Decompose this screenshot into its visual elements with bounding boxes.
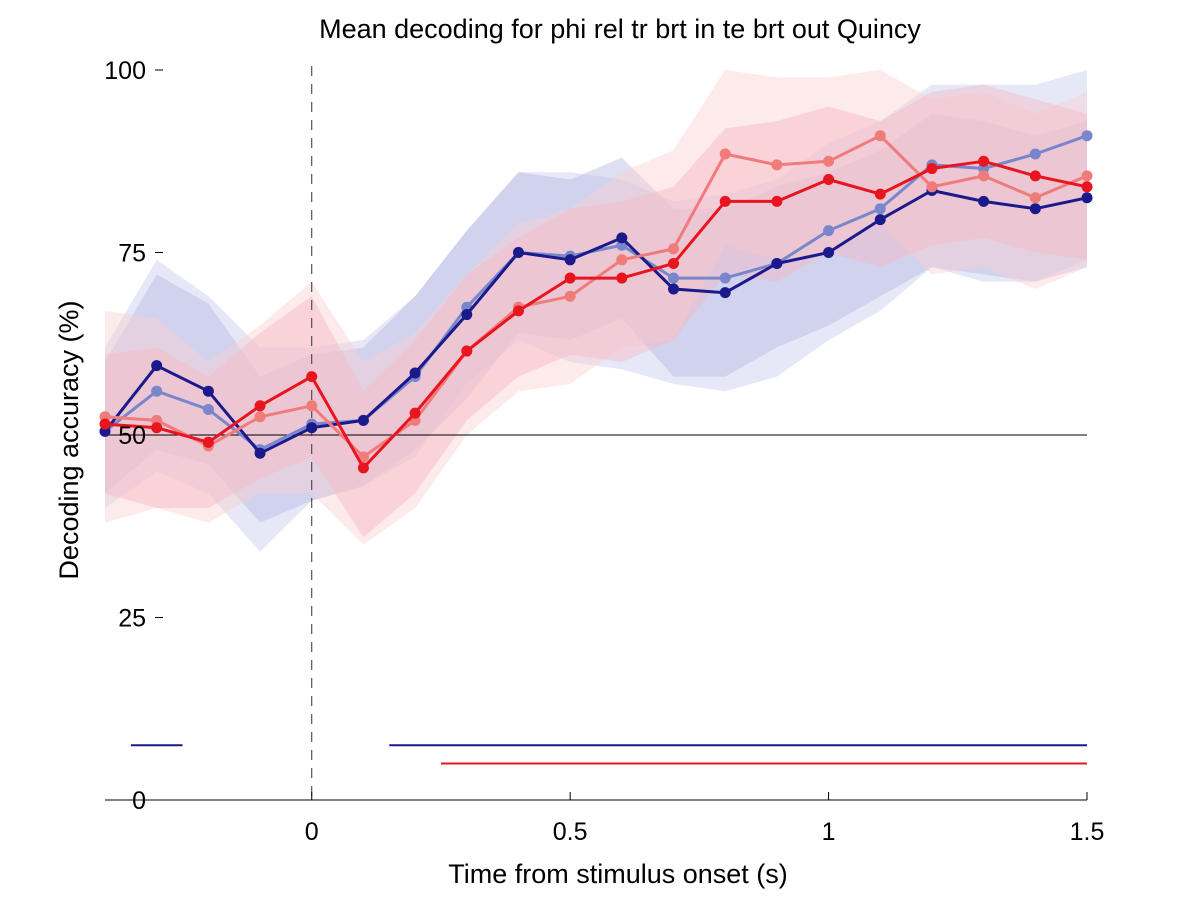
data-point xyxy=(461,345,473,357)
data-point xyxy=(357,414,369,426)
y-tick-label: 75 xyxy=(118,240,146,268)
data-point xyxy=(978,195,990,207)
data-point xyxy=(823,155,835,167)
data-point xyxy=(409,367,421,379)
data-point xyxy=(306,371,318,383)
data-point xyxy=(771,159,783,171)
data-point xyxy=(874,188,886,200)
data-point xyxy=(874,130,886,142)
data-point xyxy=(306,400,318,412)
data-point xyxy=(1029,203,1041,215)
data-point xyxy=(151,360,163,372)
data-point xyxy=(668,272,680,284)
data-point xyxy=(564,254,576,266)
data-point xyxy=(1029,170,1041,182)
data-point xyxy=(254,411,266,423)
series-line-4 xyxy=(104,159,1088,470)
series-line-2 xyxy=(103,189,1088,455)
data-point xyxy=(254,447,266,459)
data-point xyxy=(151,422,163,434)
data-point xyxy=(306,422,318,434)
data-point xyxy=(874,214,886,226)
data-point xyxy=(1029,148,1041,160)
data-point xyxy=(357,451,369,463)
data-point xyxy=(668,257,680,269)
data-point xyxy=(409,407,421,419)
y-tick-label: 0 xyxy=(132,787,146,815)
plot-area xyxy=(99,66,1093,800)
data-point xyxy=(926,181,938,193)
data-point xyxy=(1081,192,1093,204)
data-point xyxy=(719,272,731,284)
x-tick-label: 1 xyxy=(822,818,836,846)
data-point xyxy=(1081,181,1093,193)
confidence-band-1 xyxy=(105,70,1087,552)
confidence-band-4 xyxy=(105,84,1087,538)
data-point xyxy=(926,163,938,175)
confidence-band-3 xyxy=(105,70,1087,545)
data-point xyxy=(1081,130,1093,142)
chart-title: Mean decoding for phi rel tr brt in te b… xyxy=(319,14,921,44)
y-axis-title: Decoding accuracy (%) xyxy=(54,300,84,579)
data-point xyxy=(823,225,835,237)
data-point xyxy=(719,148,731,160)
y-tick-label: 100 xyxy=(104,57,146,85)
data-point xyxy=(771,257,783,269)
data-point xyxy=(823,174,835,185)
data-point xyxy=(823,247,835,258)
x-tick-label: 1.5 xyxy=(1070,818,1105,846)
data-point xyxy=(616,232,628,244)
y-tick-label: 25 xyxy=(118,605,146,633)
data-point xyxy=(99,418,111,430)
data-point xyxy=(668,283,680,295)
data-point xyxy=(254,400,266,412)
data-point xyxy=(202,403,214,415)
data-point xyxy=(616,272,628,284)
data-point xyxy=(978,155,990,167)
data-point xyxy=(512,305,524,317)
y-tick-label: 50 xyxy=(118,422,146,450)
data-point xyxy=(564,272,576,284)
data-point xyxy=(616,254,628,266)
data-point xyxy=(978,170,990,182)
data-point xyxy=(668,243,680,255)
data-point xyxy=(512,247,524,258)
x-tick-label: 0 xyxy=(305,818,319,846)
data-point xyxy=(771,195,783,207)
data-point xyxy=(202,385,214,397)
data-point xyxy=(719,195,731,207)
data-point xyxy=(202,436,214,448)
x-tick-label: 0.5 xyxy=(553,818,588,846)
data-point xyxy=(461,309,473,321)
data-point xyxy=(151,385,163,397)
data-point xyxy=(564,290,576,302)
x-axis-title: Time from stimulus onset (s) xyxy=(448,859,788,889)
axes: 0 0.5 1 1.5 0 25 50 75 100 xyxy=(104,57,1104,846)
data-point xyxy=(357,462,369,474)
data-point xyxy=(719,287,731,299)
data-point xyxy=(1029,192,1041,204)
data-point xyxy=(1081,170,1093,182)
data-point xyxy=(874,203,886,215)
